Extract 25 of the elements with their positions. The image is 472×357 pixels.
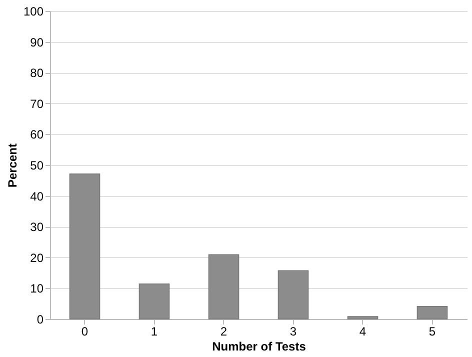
- bar: [278, 270, 309, 320]
- x-tick-label: 1: [150, 324, 158, 338]
- y-tick-label: 30: [30, 220, 44, 234]
- bar: [69, 174, 100, 320]
- y-tick-label: 90: [30, 35, 44, 50]
- y-tick-label: 100: [23, 4, 44, 18]
- x-tick-label: 3: [290, 324, 297, 338]
- x-tick-label: 5: [428, 324, 436, 338]
- y-tick-label: 80: [30, 66, 44, 80]
- y-tick-label: 0: [36, 312, 44, 326]
- y-tick-label: 70: [30, 96, 44, 111]
- y-tick-label: 50: [30, 158, 44, 172]
- y-tick-label: 60: [30, 128, 44, 142]
- bar: [208, 254, 240, 320]
- x-tick-label: 2: [220, 324, 228, 338]
- x-tick-label: 4: [359, 324, 366, 338]
- y-axis-title: Percent: [5, 143, 20, 188]
- x-tick-label: 0: [81, 324, 88, 338]
- x-axis-title: Number of Tests: [212, 340, 306, 354]
- bar: [347, 316, 378, 320]
- bar: [138, 283, 170, 320]
- y-tick-label: 40: [30, 189, 44, 204]
- y-tick-label: 10: [30, 282, 44, 296]
- bar: [416, 306, 448, 320]
- y-tick-label: 20: [30, 250, 44, 265]
